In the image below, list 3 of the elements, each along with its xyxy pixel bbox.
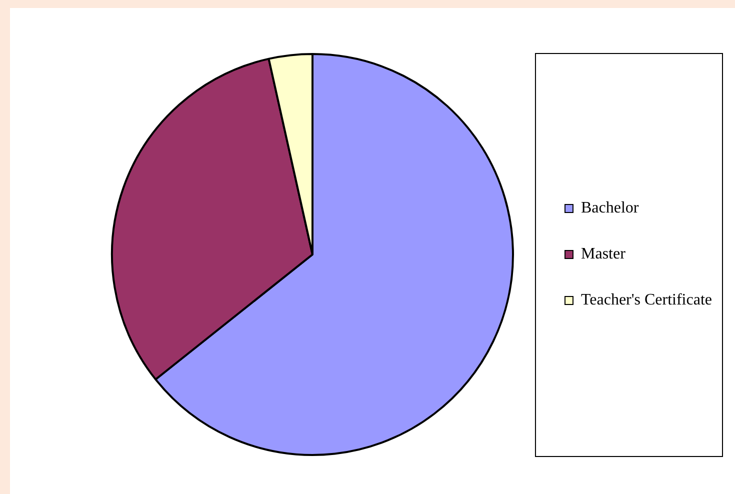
legend-label: Bachelor	[580, 200, 640, 217]
legend-label: Teacher's Certificate	[580, 292, 712, 309]
legend-label: Master	[580, 246, 626, 263]
